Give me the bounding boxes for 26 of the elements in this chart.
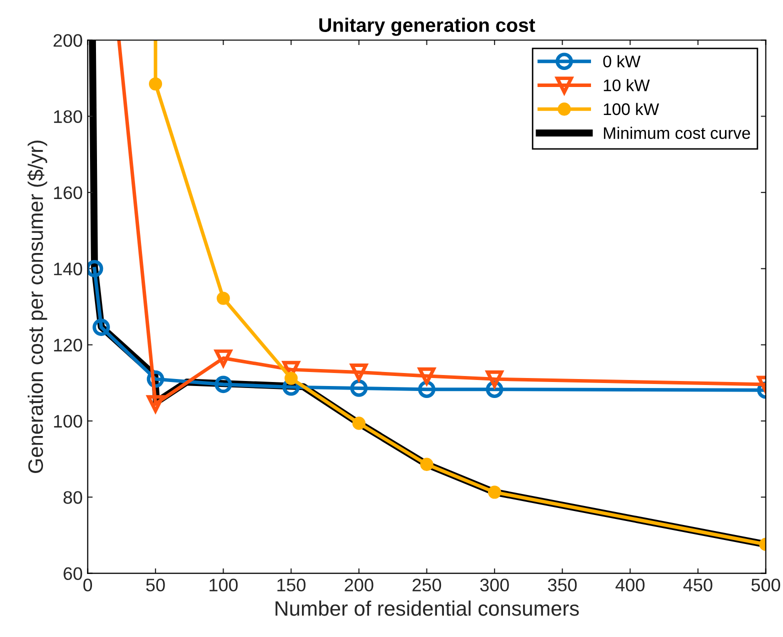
x-tick-label: 250 (412, 578, 442, 592)
x-tick-label: 100 (210, 578, 238, 592)
y-tick-label: 120 (54, 338, 82, 352)
x-tick-label: 200 (344, 578, 374, 592)
x-tick-label: 0 (83, 578, 92, 592)
chart-title: Unitary generation cost (319, 18, 536, 36)
y-tick-label: 140 (54, 262, 82, 276)
legend-label: Minimum cost curve (604, 126, 750, 139)
y-tick-label: 160 (54, 186, 82, 200)
x-tick-label: 500 (751, 578, 780, 592)
y-tick-label: 200 (54, 34, 82, 47)
y-tick-label: 180 (54, 110, 82, 124)
x-tick-label: 400 (616, 578, 645, 592)
x-tick-label: 300 (480, 578, 509, 592)
y-tick-label: 80 (64, 491, 82, 504)
legend-label: 0 kW (603, 55, 641, 68)
y-tick-label: 100 (54, 414, 82, 428)
legend-label: 10 kW (604, 79, 650, 92)
y-tick-label: 60 (64, 567, 82, 580)
x-tick-label: 150 (277, 578, 306, 592)
x-tick-label: 50 (146, 578, 165, 592)
x-axis-title: Number of residential consumers (276, 600, 579, 616)
x-tick-label: 350 (548, 578, 577, 592)
legend-label: 100 kW (604, 102, 660, 116)
x-tick-label: 450 (683, 578, 712, 592)
y-axis-title: Generation cost per consumer ($/yr) (27, 140, 48, 473)
